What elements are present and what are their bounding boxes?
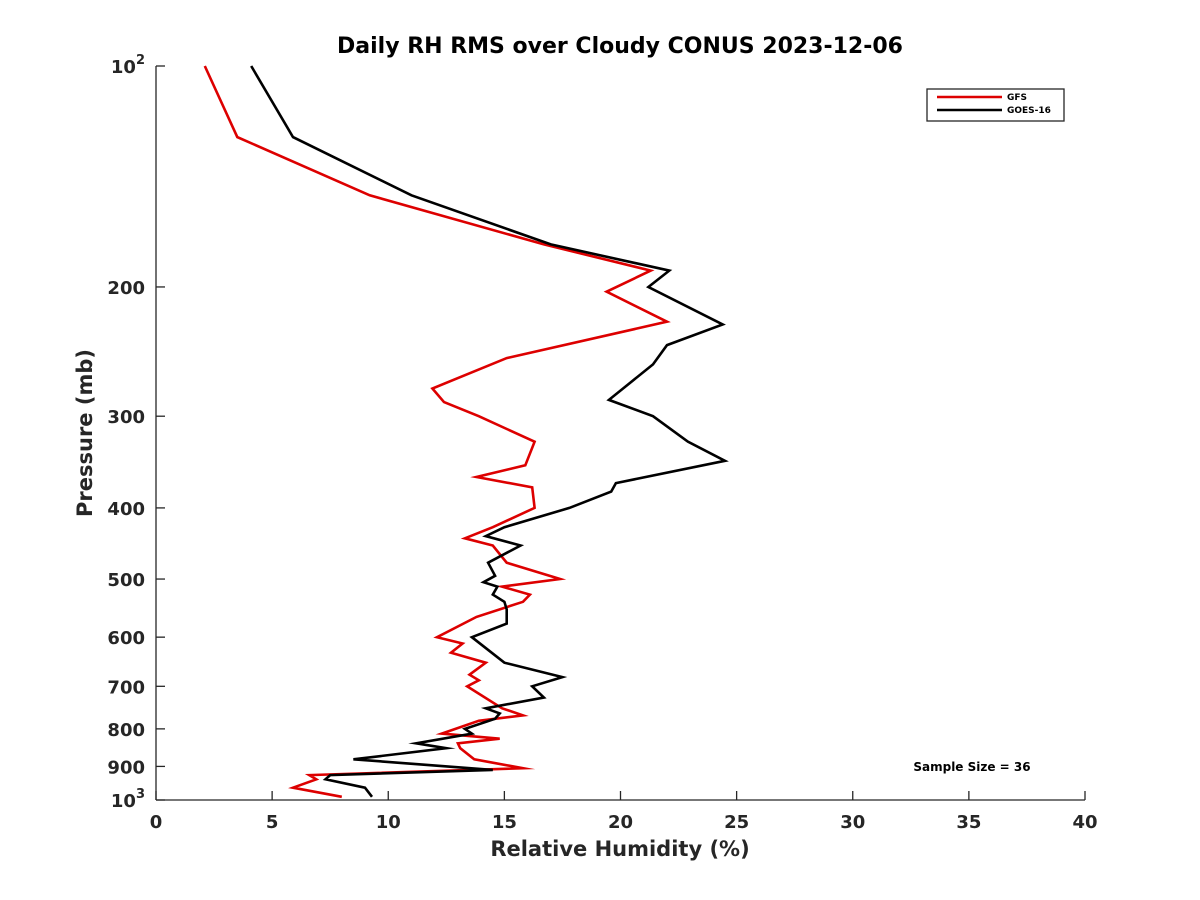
series-line-gfs bbox=[203, 65, 671, 799]
y-tick-label: 200 bbox=[107, 278, 145, 299]
y-tick-label: 900 bbox=[107, 757, 145, 778]
x-axis-ticks: 0 5 10 15 20 25 30 35 40 bbox=[150, 791, 1098, 833]
y-tick-label: 400 bbox=[107, 499, 145, 520]
x-axis-label: Relative Humidity (%) bbox=[490, 837, 749, 861]
x-tick-label: 20 bbox=[608, 812, 633, 833]
series-line-goes16 bbox=[250, 65, 729, 798]
y-tick-label: 500 bbox=[107, 570, 145, 591]
x-tick-label: 0 bbox=[150, 812, 163, 833]
y-tick-label: 300 bbox=[107, 407, 145, 428]
x-tick-label: 15 bbox=[492, 812, 517, 833]
y-axis-label: Pressure (mb) bbox=[73, 349, 97, 517]
y-tick-exponent: 3 bbox=[136, 787, 145, 802]
y-tick-label: 103 bbox=[111, 787, 145, 812]
x-tick-label: 25 bbox=[724, 812, 749, 833]
x-tick-label: 35 bbox=[956, 812, 981, 833]
legend-label-gfs: GFS bbox=[1007, 93, 1027, 103]
legend: GFS GOES-16 bbox=[926, 88, 1065, 122]
x-tick-label: 40 bbox=[1072, 812, 1097, 833]
x-tick-label: 30 bbox=[840, 812, 865, 833]
legend-label-goes16: GOES-16 bbox=[1007, 106, 1051, 116]
series-layer bbox=[203, 65, 729, 799]
x-tick-label: 5 bbox=[266, 812, 279, 833]
x-tick-label: 10 bbox=[376, 812, 401, 833]
chart-title: Daily RH RMS over Cloudy CONUS 2023-12-0… bbox=[337, 34, 903, 59]
legend-box bbox=[926, 88, 1065, 122]
y-tick-label: 600 bbox=[107, 628, 145, 649]
y-tick-label: 102 bbox=[111, 53, 145, 78]
plot-area bbox=[155, 66, 1085, 801]
y-tick-base: 10 bbox=[111, 57, 136, 78]
y-tick-base: 10 bbox=[111, 791, 136, 812]
sample-size-annotation: Sample Size = 36 bbox=[913, 760, 1030, 774]
y-tick-exponent: 2 bbox=[136, 53, 145, 68]
y-tick-label: 700 bbox=[107, 677, 145, 698]
y-tick-label: 800 bbox=[107, 720, 145, 741]
